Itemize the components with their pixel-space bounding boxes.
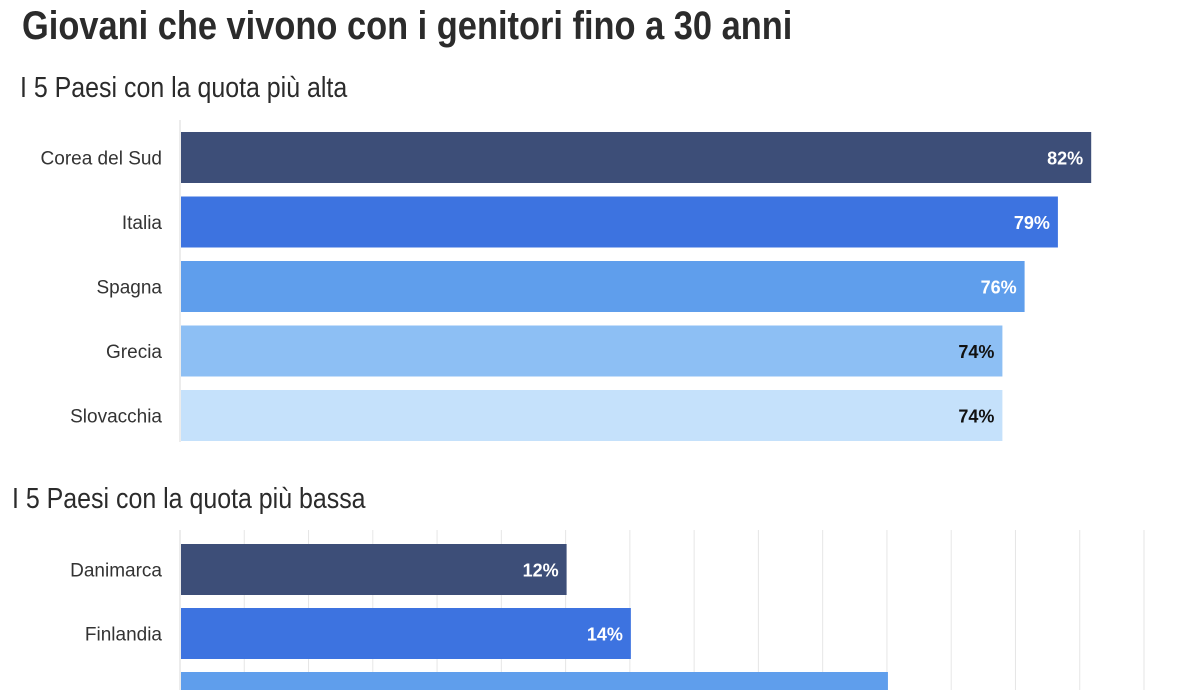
value-label: 74% <box>958 407 994 427</box>
category-label: Finlandia <box>85 625 163 646</box>
category-label: Danimarca <box>70 561 162 582</box>
bar-chart-lowest: Danimarca 12% Finlandia 14% <box>70 530 1145 690</box>
bar-italia <box>181 196 1058 248</box>
value-label: 74% <box>958 342 994 362</box>
subtitle-bottom-countries: I 5 Paesi con la quota più bassa <box>12 483 366 515</box>
value-label: 12% <box>523 561 559 581</box>
category-label: Corea del Sud <box>41 149 162 170</box>
category-label: Slovacchia <box>70 407 162 428</box>
category-label: Grecia <box>106 342 162 363</box>
bar-corea-del-sud <box>181 132 1092 183</box>
bar-chart-highest: Corea del Sud 82% Italia 79% Spagna 76% Grecia… <box>41 120 1092 442</box>
bar-finlandia <box>181 608 631 659</box>
value-label: 79% <box>1014 213 1050 233</box>
subtitle-top-countries: I 5 Paesi con la quota più alta <box>20 72 348 104</box>
value-label: 14% <box>587 625 623 645</box>
chart-title: Giovani che vivono con i genitori fino a… <box>22 4 793 48</box>
category-label: Italia <box>122 213 163 234</box>
bar-slovacchia <box>181 390 1003 441</box>
bar-grecia <box>181 325 1003 377</box>
bar-danimarca <box>181 544 567 595</box>
value-label: 82% <box>1047 149 1083 169</box>
bar-spagna <box>181 261 1025 312</box>
value-label: 76% <box>981 278 1017 298</box>
category-label: Spagna <box>96 278 162 299</box>
